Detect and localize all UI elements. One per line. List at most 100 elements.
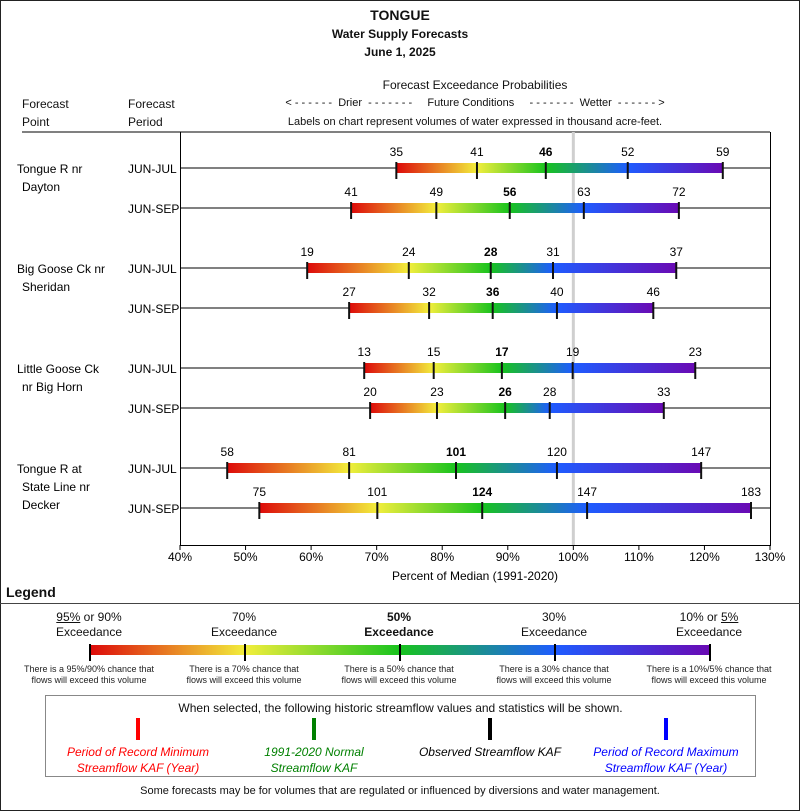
forecast-site: Tongue R nr Dayton JUN-JUL 35 41 46 52 59 JUN-SE… [17, 145, 770, 219]
exceedance-bar-segment [307, 263, 409, 273]
basin-title: TONGUE [370, 7, 430, 23]
historic-stat-marker [312, 718, 316, 740]
legend-level-note: There is a 50% chance that flows will exc… [341, 664, 457, 685]
volume-label: 41 [470, 145, 484, 159]
volume-label: 13 [358, 345, 372, 359]
legend-segment-3 [400, 645, 555, 655]
legend-level-heading: 30% Exceedance [484, 610, 624, 640]
exceedance-bar-segment [349, 463, 456, 473]
volume-label: 46 [647, 285, 661, 299]
exceedance-bar-segment [556, 463, 702, 473]
x-tick-label: 40% [168, 550, 192, 564]
forecast-period-label: JUN-SEP [128, 202, 179, 216]
exceedance-bar-segment [429, 303, 493, 313]
exceedance-bar-segment [396, 163, 477, 173]
legend-level-exceedance: Exceedance [364, 625, 434, 639]
volume-label: 101 [446, 445, 466, 459]
forecast-row[interactable]: JUN-JUL 58 81 101 120 147 [128, 445, 770, 479]
legend-level-percent: 10% or 5% [679, 610, 739, 624]
legend-level-exceedance: Exceedance [210, 625, 278, 639]
forecast-row[interactable]: JUN-JUL 13 15 17 19 23 [128, 345, 770, 379]
x-tick-label: 50% [234, 550, 258, 564]
exceedance-bar-segment [364, 363, 434, 373]
exceedance-bar-segment [549, 403, 664, 413]
volume-label: 27 [342, 285, 356, 299]
volume-label: 31 [546, 245, 560, 259]
forecast-site: Tongue R at State Line nr Decker JUN-JUL 58 8… [17, 445, 770, 519]
forecast-row[interactable]: JUN-JUL 35 41 46 52 59 [128, 145, 770, 179]
exceedance-bar-segment [433, 363, 502, 373]
x-tick-label: 80% [430, 550, 454, 564]
forecast-row[interactable]: JUN-SEP 27 32 36 40 46 [128, 285, 770, 319]
volume-label: 36 [486, 285, 500, 299]
volume-label: 147 [691, 445, 711, 459]
exceedance-bar-segment [377, 503, 483, 513]
drier-wetter-direction: < - - - - - - Drier - - - - - - - Future… [285, 97, 665, 109]
exceedance-bar-segment [482, 503, 588, 513]
exceedance-bar-segment [505, 403, 550, 413]
forecast-row[interactable]: JUN-SEP 41 49 56 63 72 [128, 185, 770, 219]
volume-label: 81 [342, 445, 356, 459]
legend-title: Legend [6, 584, 56, 600]
forecast-point-label: Little Goose Ck [17, 362, 100, 376]
forecast-period-label: JUN-JUL [128, 262, 177, 276]
forecast-period-label: JUN-JUL [128, 362, 177, 376]
historic-stat-item: Period of Record Minimum Streamflow KAF (… [48, 718, 228, 776]
exceedance-bar-segment [349, 303, 430, 313]
exceedance-bar-segment [627, 163, 723, 173]
legend-level-percent: 95% or 90% [56, 610, 122, 624]
exceedance-bar-segment [259, 503, 378, 513]
legend-level-note: There is a 10%/5% chance that flows will … [646, 664, 772, 685]
forecast-point-header-line1: Forecast [22, 97, 69, 111]
forecast-point-label: nr Big Horn [22, 380, 83, 394]
volume-label: 41 [344, 185, 358, 199]
volume-label: 101 [367, 485, 387, 499]
forecast-point-label: Tongue R at [17, 462, 82, 476]
legend-segment-1 [90, 645, 245, 655]
forecast-row[interactable]: JUN-JUL 19 24 28 31 37 [128, 245, 770, 279]
forecast-point-label: Big Goose Ck nr [17, 262, 105, 276]
volume-label: 49 [430, 185, 444, 199]
volume-label: 72 [672, 185, 686, 199]
forecast-chart: Tongue R nr Dayton JUN-JUL 35 41 46 52 59 JUN-SE… [17, 131, 786, 583]
forecast-site: Little Goose Ck nr Big Horn JUN-JUL 13 15 17 1… [17, 345, 770, 419]
volume-label: 58 [221, 445, 235, 459]
forecast-point-header: Forecast Point [22, 95, 69, 131]
exceedance-bar-segment [553, 263, 677, 273]
legend-level-heading: 95% or 90% Exceedance [19, 610, 159, 640]
historic-stat-item: Observed Streamflow KAF [400, 718, 580, 760]
volume-label: 19 [566, 345, 580, 359]
legend-segment-2 [245, 645, 400, 655]
forecast-point-label: Dayton [22, 180, 60, 194]
forecast-row[interactable]: JUN-SEP 20 23 26 28 33 [128, 385, 770, 419]
volume-label: 17 [495, 345, 509, 359]
volume-label: 35 [390, 145, 404, 159]
historic-stat-marker [136, 718, 140, 740]
forecast-point-label: Decker [22, 498, 60, 512]
exceedance-bar-segment [351, 203, 437, 213]
forecast-period-label: JUN-SEP [128, 502, 179, 516]
forecast-point-label: Sheridan [22, 280, 70, 294]
forecast-period-label: JUN-SEP [128, 402, 179, 416]
volume-label: 59 [716, 145, 730, 159]
report-date: June 1, 2025 [364, 45, 436, 59]
exceedance-bar-segment [587, 503, 751, 513]
x-tick-label: 60% [299, 550, 323, 564]
units-note: Labels on chart represent volumes of wat… [287, 116, 663, 128]
volume-label: 15 [427, 345, 441, 359]
volume-label: 28 [484, 245, 498, 259]
exceedance-bar-segment [408, 263, 491, 273]
forecast-period-label: JUN-JUL [128, 162, 177, 176]
volume-label: 63 [577, 185, 591, 199]
exceedance-bar-segment [455, 463, 557, 473]
legend-level-heading: 70% Exceedance [174, 610, 314, 640]
volume-label: 46 [539, 145, 553, 159]
exceedance-bar-segment [501, 363, 573, 373]
volume-label: 75 [253, 485, 267, 499]
report-subtitle: Water Supply Forecasts [331, 27, 469, 41]
legend-level-percent: 30% [541, 610, 567, 624]
legend-level-exceedance: Exceedance [520, 625, 588, 639]
forecast-period-label: JUN-SEP [128, 302, 179, 316]
legend-level-exceedance: Exceedance [675, 625, 743, 639]
forecast-row[interactable]: JUN-SEP 75 101 124 147 183 [128, 485, 770, 519]
